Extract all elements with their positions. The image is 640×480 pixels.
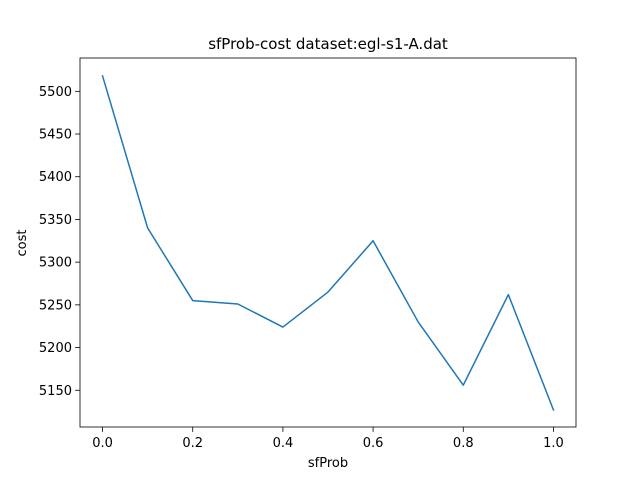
y-tick-label: 5200 bbox=[39, 341, 72, 356]
x-tick-label: 0.6 bbox=[363, 436, 384, 451]
y-tick-label: 5400 bbox=[39, 170, 72, 185]
plot-area bbox=[79, 57, 577, 428]
x-tick-label: 0.2 bbox=[182, 436, 203, 451]
y-tick-label: 5250 bbox=[39, 298, 72, 313]
x-tick-label: 0.8 bbox=[453, 436, 474, 451]
y-axis-ticks: 5150 5200 5250 5300 5350 5400 5450 5500 bbox=[39, 85, 80, 399]
y-tick-label: 5150 bbox=[39, 384, 72, 399]
x-tick-label: 0.4 bbox=[273, 436, 294, 451]
x-axis-ticks: 0.0 0.2 0.4 0.6 0.8 1.0 bbox=[92, 427, 564, 451]
y-tick-label: 5450 bbox=[39, 128, 72, 143]
y-tick-label: 5350 bbox=[39, 213, 72, 228]
series-line-0 bbox=[101, 75, 555, 411]
y-tick-label: 5300 bbox=[39, 256, 72, 271]
x-axis-title: sfProb bbox=[308, 456, 348, 471]
chart-title: sfProb-cost dataset:egl-s1-A.dat bbox=[208, 35, 448, 53]
plot-frame bbox=[79, 57, 577, 428]
y-tick-label: 5500 bbox=[39, 85, 72, 100]
x-tick-label: 0.0 bbox=[92, 436, 113, 451]
x-tick-label: 1.0 bbox=[543, 436, 564, 451]
y-axis-title: cost bbox=[15, 230, 30, 257]
